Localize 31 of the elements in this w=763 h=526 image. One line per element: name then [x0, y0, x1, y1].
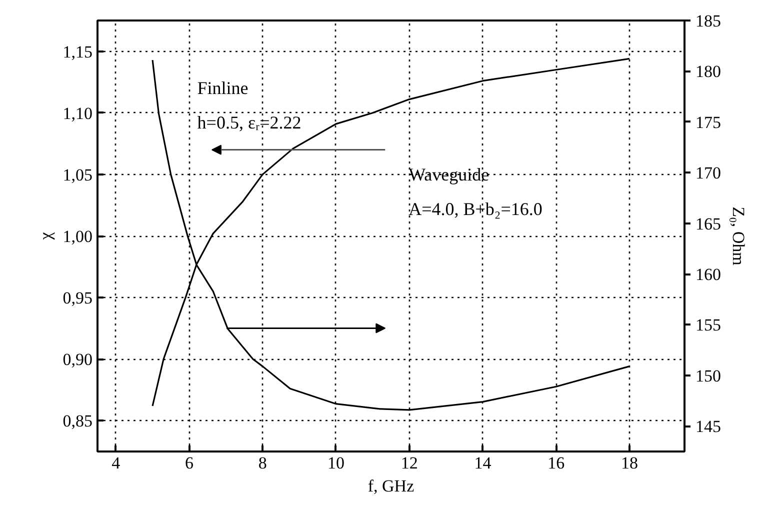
y2-tick-label: 180	[696, 62, 721, 82]
y2-tick-label: 170	[696, 164, 721, 183]
y2-tick-label: 150	[696, 366, 721, 386]
x-tick-label: 14	[474, 454, 492, 472]
annotation: Finline	[197, 78, 248, 98]
y-tick-label: 1,00	[62, 227, 92, 246]
y-tick-label: 0,95	[62, 288, 92, 308]
x-tick-label: 4	[112, 454, 121, 472]
x-tick-label: 6	[184, 454, 194, 472]
y-tick-label: 0,85	[62, 412, 92, 431]
y-tick-label: 0,90	[62, 350, 92, 370]
x-tick-label: 12	[400, 454, 418, 472]
y2-tick-label: 165	[696, 214, 721, 234]
y2-tick-label: 145	[696, 417, 721, 436]
y2-tick-label: 175	[696, 112, 721, 132]
y-tick-label: 1,05	[62, 165, 92, 184]
y2-axis-title: Z₀, Ohm	[729, 206, 748, 266]
x-axis-title: f, GHz	[368, 476, 415, 496]
y-axis-title: χ	[36, 232, 55, 241]
annotation: A=4.0, B+b₂=16.0	[408, 198, 542, 219]
annotation: Waveguide	[408, 164, 490, 184]
y2-tick-label: 185	[696, 12, 721, 30]
x-tick-label: 10	[327, 454, 344, 472]
y2-tick-label: 160	[696, 265, 721, 284]
y-tick-label: 1,15	[62, 42, 92, 62]
x-tick-label: 18	[620, 454, 638, 472]
x-tick-label: 8	[258, 454, 267, 472]
y-tick-label: 1,10	[62, 104, 92, 123]
x-tick-label: 16	[548, 454, 565, 472]
annotation: h=0.5, εᵣ=2.22	[197, 112, 302, 133]
y2-tick-label: 155	[696, 316, 721, 335]
